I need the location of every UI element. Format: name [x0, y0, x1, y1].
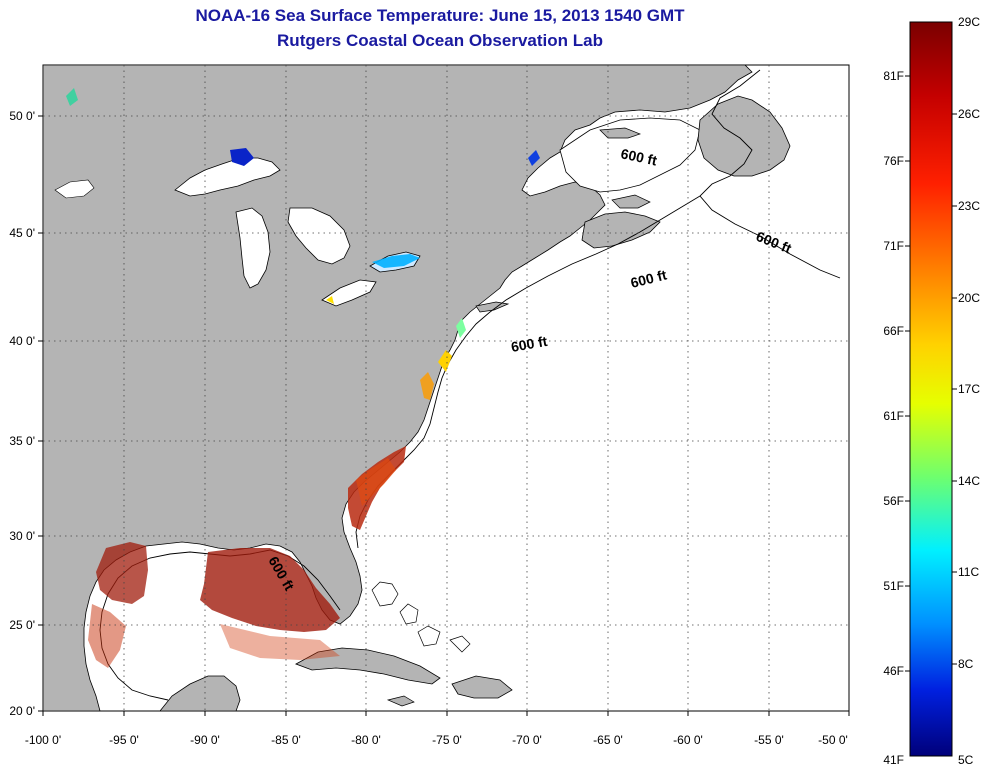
lat-label: 20 0': [9, 704, 35, 718]
lake-erie: [321, 279, 377, 307]
celsius-label: 11C: [958, 565, 979, 579]
colorbar-fahrenheit-labels: 81F 76F 71F 66F 61F 56F 51F 46F 41F: [883, 69, 904, 767]
celsius-label: 5C: [958, 753, 974, 767]
celsius-label: 14C: [958, 474, 980, 488]
lon-label: -85 0': [271, 733, 301, 747]
celsius-label: 23C: [958, 199, 980, 213]
lon-labels: -100 0' -95 0' -90 0' -85 0' -80 0' -75 …: [25, 733, 848, 747]
colorbar: [909, 21, 953, 757]
fahrenheit-label: 61F: [883, 409, 904, 423]
gulf-st-lawrence: [559, 117, 701, 193]
lat-labels: 50 0' 45 0' 40 0' 35 0' 30 0' 25 0' 20 0…: [9, 109, 35, 718]
hudson-bay-water: [54, 179, 95, 199]
lake-huron: [287, 207, 351, 265]
lake-superior: [174, 157, 281, 197]
fahrenheit-label: 71F: [883, 239, 904, 253]
fahrenheit-label: 66F: [883, 324, 904, 338]
contour-label-1: 600 ft: [619, 145, 658, 168]
map-title: NOAA-16 Sea Surface Temperature: June 15…: [195, 6, 685, 25]
colorbar-celsius-labels: 29C 26C 23C 20C 17C 14C 11C 8C 5C: [958, 15, 980, 767]
lat-label: 25 0': [9, 618, 35, 632]
lon-label: -60 0': [673, 733, 703, 747]
bahamas: [371, 581, 471, 653]
contour-label-4: 600 ft: [510, 333, 549, 355]
lat-label: 40 0': [9, 334, 35, 348]
gulf-shelf-contour: [99, 549, 341, 701]
sst-data-patches: [66, 88, 540, 668]
lake-michigan: [235, 207, 271, 289]
lat-label: 45 0': [9, 226, 35, 240]
lon-label: -90 0': [190, 733, 220, 747]
pei-island: [611, 194, 651, 209]
fahrenheit-label: 51F: [883, 579, 904, 593]
fahrenheit-label: 41F: [883, 753, 904, 767]
axis-ticks: [38, 115, 850, 716]
celsius-label: 8C: [958, 657, 974, 671]
lat-label: 50 0': [9, 109, 35, 123]
fahrenheit-label: 56F: [883, 494, 904, 508]
jamaica: [386, 695, 415, 707]
lon-label: -70 0': [512, 733, 542, 747]
north-america-land: [43, 65, 753, 711]
map-subtitle: Rutgers Coastal Ocean Observation Lab: [277, 31, 603, 50]
celsius-label: 20C: [958, 291, 980, 305]
nova-scotia: [581, 211, 661, 249]
fahrenheit-label: 81F: [883, 69, 904, 83]
celsius-label: 17C: [958, 382, 980, 396]
lon-label: -50 0': [818, 733, 848, 747]
lon-label: -80 0': [351, 733, 381, 747]
lat-label: 30 0': [9, 529, 35, 543]
anticosti-island: [599, 127, 642, 139]
graticule: [43, 65, 849, 711]
fahrenheit-label: 76F: [883, 154, 904, 168]
yucatan-land: [159, 675, 241, 711]
colorbar-ticks: [905, 75, 957, 672]
celsius-label: 26C: [958, 107, 980, 121]
lon-label: -75 0': [432, 733, 462, 747]
lon-label: -55 0': [754, 733, 784, 747]
cuba: [295, 647, 441, 685]
hispaniola: [451, 675, 513, 699]
map-content: 600 ft 600 ft 600 ft 600 ft 600 ft: [43, 65, 849, 711]
fahrenheit-label: 46F: [883, 664, 904, 678]
celsius-label: 29C: [958, 15, 980, 29]
lon-label: -65 0': [593, 733, 623, 747]
lon-label: -100 0': [25, 733, 61, 747]
lat-label: 35 0': [9, 434, 35, 448]
lon-label: -95 0': [109, 733, 139, 747]
